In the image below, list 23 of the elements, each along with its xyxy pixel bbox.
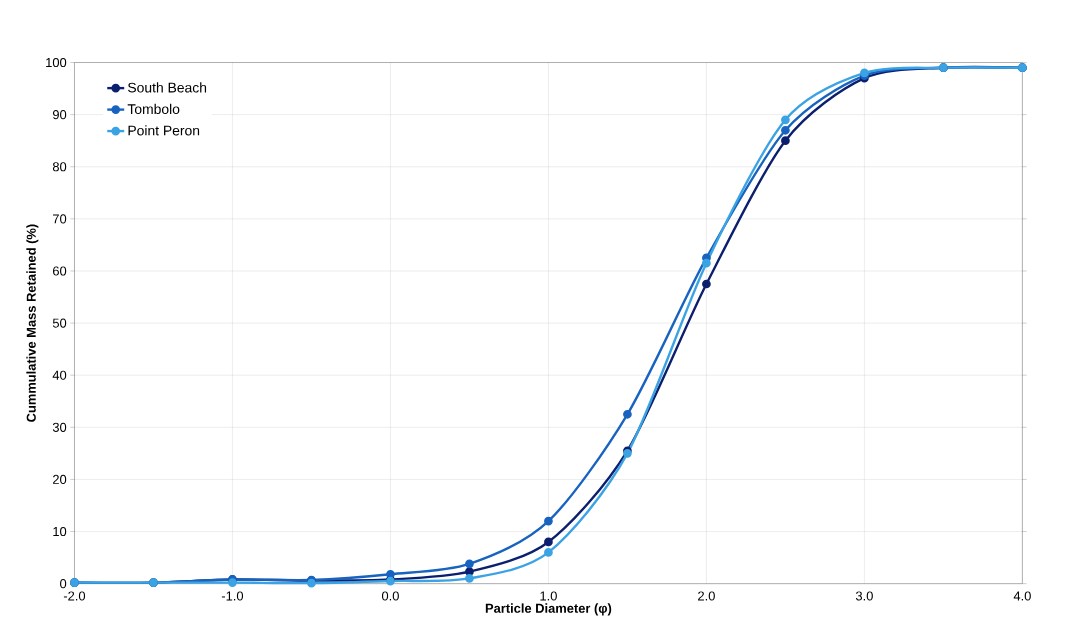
x-tick-label: 3.0 <box>855 591 873 601</box>
y-tick-label: 50 <box>52 318 67 328</box>
x-tick-label: -2.0 <box>63 591 86 601</box>
y-axis-title: Cummulative Mass Retained (%) <box>26 224 39 422</box>
y-tick-label: 70 <box>53 214 67 224</box>
legend-label: Point Peron <box>128 125 200 136</box>
x-tick-label: 0.0 <box>381 591 399 601</box>
y-tick-label: 30 <box>52 422 67 432</box>
y-tick-label: 60 <box>53 266 67 276</box>
y-tick-label: 80 <box>52 162 67 172</box>
x-tick-label: 2.0 <box>698 591 715 601</box>
legend-label: Tombolo <box>127 103 180 114</box>
legend-label: South Beach <box>128 82 207 93</box>
y-tick-label: 10 <box>53 526 67 536</box>
x-tick-label: 1.0 <box>540 591 557 601</box>
x-axis-title: Particle Diameter (φ) <box>485 603 612 616</box>
y-tick-label: 20 <box>53 474 67 484</box>
y-tick-label: 0 <box>60 578 67 589</box>
x-tick-label: 4.0 <box>1013 591 1031 601</box>
y-tick-label: 100 <box>46 57 67 67</box>
x-tick-label: -1.0 <box>221 591 244 601</box>
y-tick-label: 90 <box>52 109 67 120</box>
y-tick-label: 40 <box>52 370 67 380</box>
